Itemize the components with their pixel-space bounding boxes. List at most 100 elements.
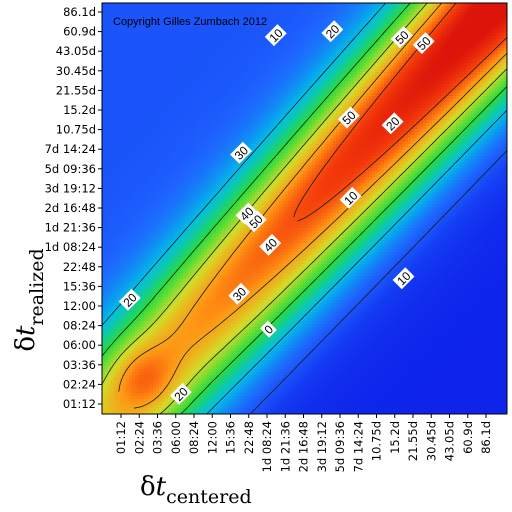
heat-cell: [201, 42, 205, 46]
heat-cell: [474, 51, 478, 55]
heat-cell: [270, 60, 274, 64]
heat-cell: [402, 48, 406, 52]
heat-cell: [222, 75, 226, 79]
heat-cell: [345, 87, 349, 91]
heat-cell: [111, 24, 115, 28]
heat-cell: [204, 60, 208, 64]
heat-cell: [414, 51, 418, 55]
heat-cell: [291, 93, 295, 97]
heat-cell: [255, 90, 259, 94]
heat-cell: [471, 78, 475, 82]
heat-cell: [381, 6, 385, 10]
heat-cell: [429, 33, 433, 37]
heat-cell: [432, 105, 436, 109]
heat-cell: [105, 21, 109, 25]
heat-cell: [159, 90, 163, 94]
heat-cell: [105, 60, 109, 64]
heat-cell: [417, 69, 421, 73]
heat-cell: [108, 15, 112, 19]
heat-cell: [303, 57, 307, 61]
heat-cell: [330, 3, 334, 7]
heat-cell: [315, 48, 319, 52]
heat-cell: [210, 15, 214, 19]
heat-cell: [438, 108, 442, 112]
heat-cell: [261, 30, 265, 34]
heat-cell: [441, 36, 445, 40]
heat-cell: [426, 9, 430, 13]
heat-cell: [438, 27, 442, 31]
heat-cell: [189, 78, 193, 82]
heat-cell: [135, 15, 139, 19]
heat-cell: [492, 108, 496, 112]
heat-cell: [336, 60, 340, 64]
heat-cell: [315, 36, 319, 40]
heat-cell: [450, 84, 454, 88]
heat-cell: [438, 9, 442, 13]
heat-cell: [405, 84, 409, 88]
heat-cell: [219, 30, 223, 34]
heat-cell: [195, 57, 199, 61]
heat-cell: [504, 84, 507, 88]
heat-cell: [210, 66, 214, 70]
heat-cell: [354, 105, 358, 109]
heat-cell: [423, 72, 427, 76]
heat-cell: [129, 84, 133, 88]
heat-cell: [138, 105, 142, 109]
heat-cell: [459, 39, 463, 43]
heat-cell: [114, 21, 118, 25]
heat-cell: [408, 102, 412, 106]
heat-cell: [201, 30, 205, 34]
heat-cell: [363, 78, 367, 82]
heat-cell: [258, 99, 262, 103]
heat-cell: [249, 51, 253, 55]
heat-cell: [321, 84, 325, 88]
heat-cell: [144, 27, 148, 31]
heat-cell: [366, 54, 370, 58]
heat-cell: [429, 90, 433, 94]
heat-cell: [375, 102, 379, 106]
heat-cell: [138, 108, 142, 112]
heat-cell: [159, 42, 163, 46]
heat-cell: [288, 57, 292, 61]
heat-cell: [351, 39, 355, 43]
heat-cell: [285, 75, 289, 79]
heat-cell: [249, 39, 253, 43]
heat-cell: [126, 60, 130, 64]
heat-cell: [213, 81, 217, 85]
heat-cell: [120, 93, 124, 97]
heat-cell: [237, 96, 241, 100]
heat-cell: [168, 66, 172, 70]
heat-cell: [132, 33, 136, 37]
heat-cell: [204, 18, 208, 22]
heat-cell: [144, 57, 148, 61]
heat-cell: [102, 54, 106, 58]
heat-cell: [486, 36, 490, 40]
heat-cell: [345, 72, 349, 76]
heat-cell: [339, 84, 343, 88]
heat-cell: [375, 42, 379, 46]
heat-cell: [462, 90, 466, 94]
heat-cell: [240, 87, 244, 91]
heat-cell: [432, 36, 436, 40]
heat-cell: [480, 51, 484, 55]
heat-cell: [234, 33, 238, 37]
heat-cell: [120, 63, 124, 67]
heat-cell: [438, 87, 442, 91]
heat-cell: [261, 99, 265, 103]
heat-cell: [396, 102, 400, 106]
heat-cell: [234, 57, 238, 61]
heat-cell: [354, 57, 358, 61]
heat-cell: [261, 39, 265, 43]
heat-cell: [171, 33, 175, 37]
heat-cell: [384, 84, 388, 88]
heat-cell: [225, 54, 229, 58]
heat-cell: [504, 9, 507, 13]
heat-cell: [267, 21, 271, 25]
heat-cell: [198, 36, 202, 40]
heat-cell: [387, 84, 391, 88]
heat-cell: [231, 90, 235, 94]
heat-cell: [312, 39, 316, 43]
heat-cell: [438, 42, 442, 46]
heat-cell: [207, 15, 211, 19]
heat-cell: [126, 105, 130, 109]
